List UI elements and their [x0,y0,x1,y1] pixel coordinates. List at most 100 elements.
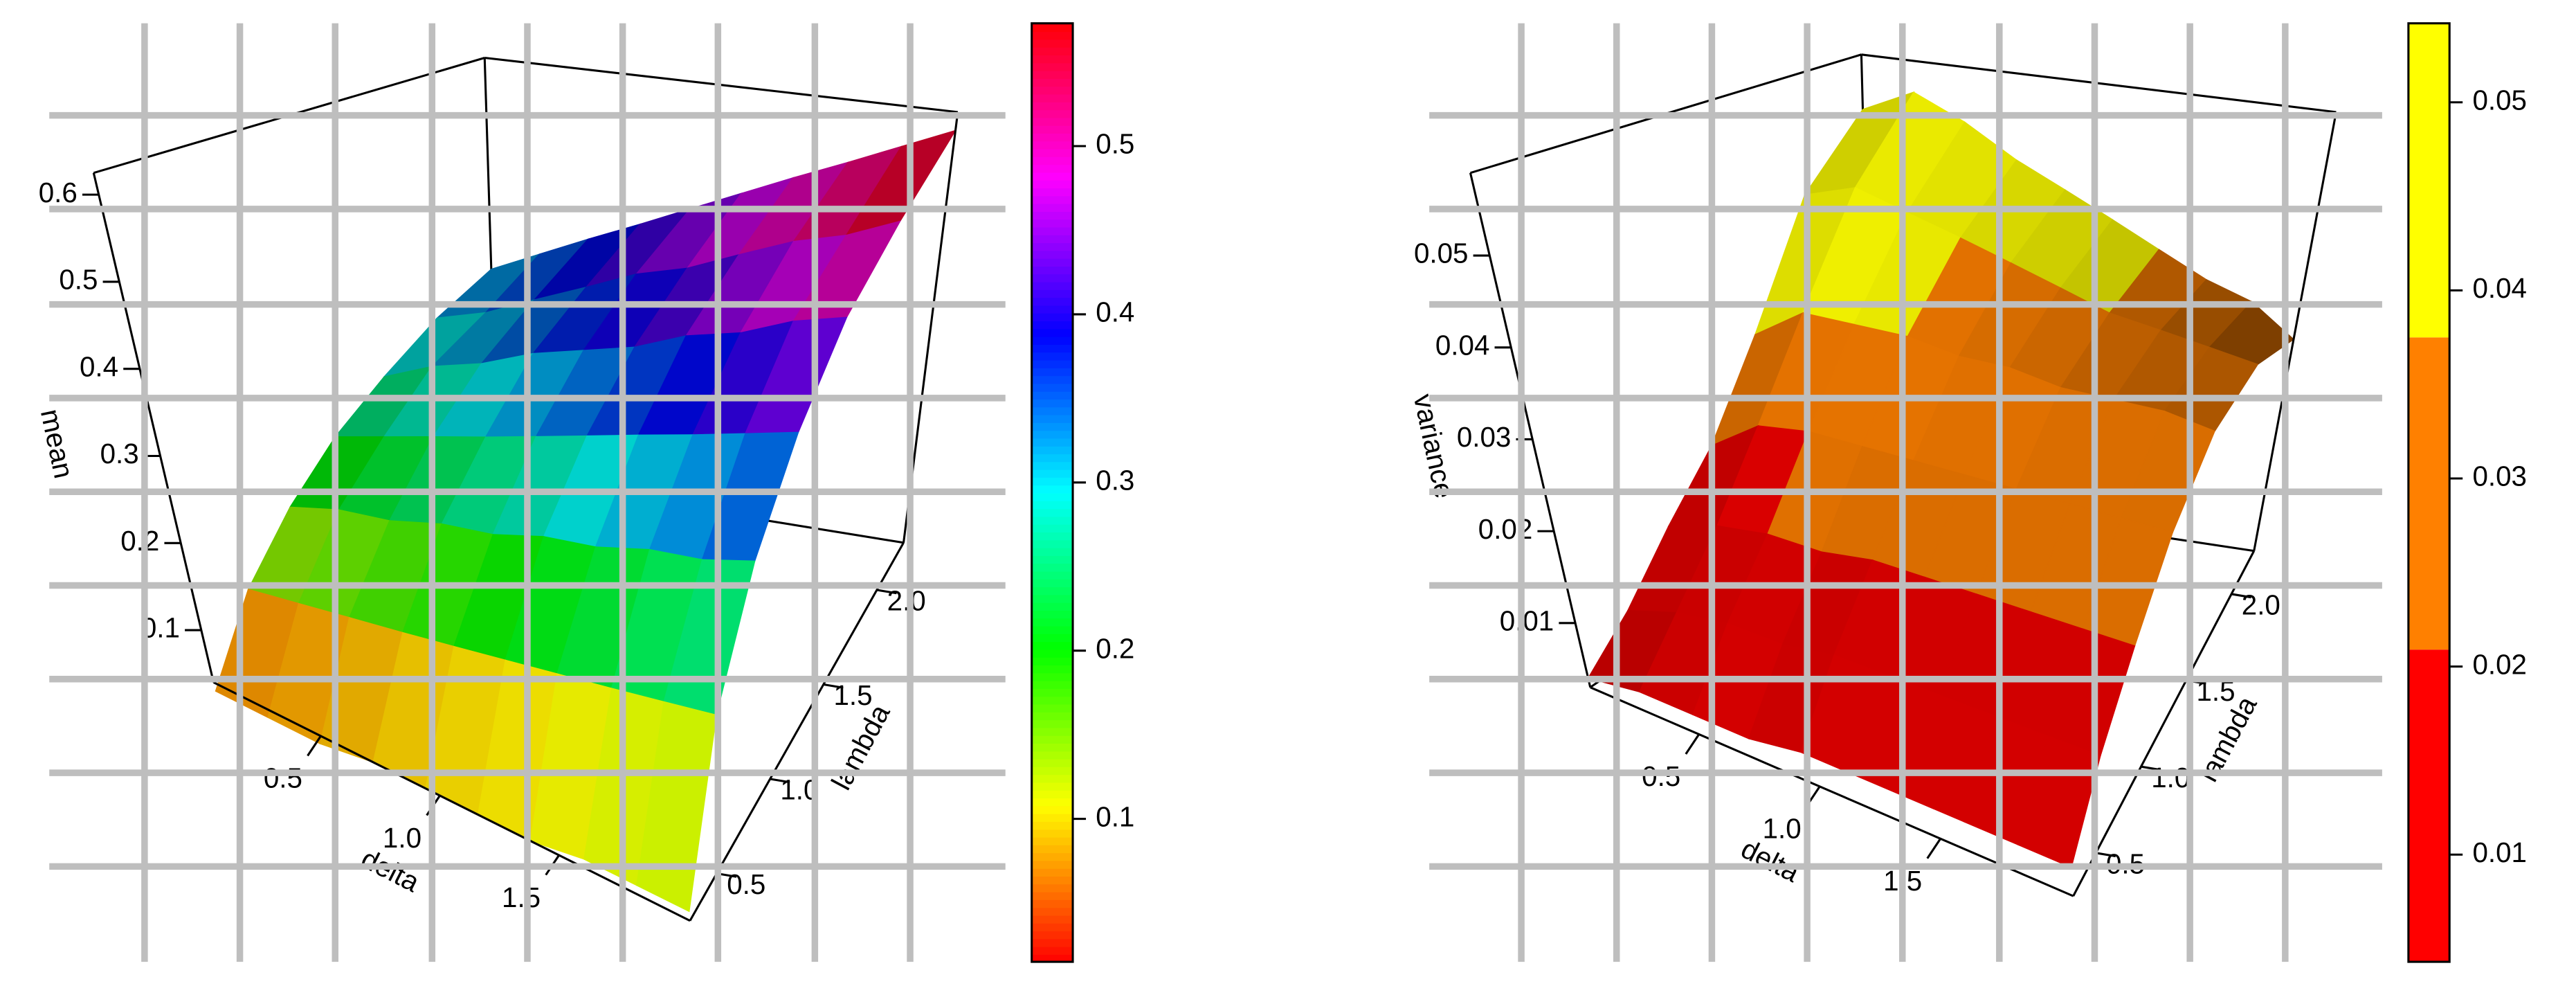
y-tick-label: 1.0 [2151,762,2190,794]
z-tick-label: 0.4 [80,350,118,382]
colorbar-segment [1031,500,1073,510]
colorbar-segment [2408,23,2450,338]
colorbar-segment [1031,117,1073,126]
colorbar-segment [1031,915,1073,924]
colorbar-segment [1031,258,1073,267]
colorbar-segment [1031,609,1073,619]
colorbar-segment [1031,156,1073,165]
colorbar-segment [1031,62,1073,71]
colorbar-segment [1031,922,1073,932]
z-tick-label: 0.2 [120,525,159,557]
colorbar-segment [1031,563,1073,572]
colorbar-segment [1031,39,1073,48]
colorbar-segment [1031,946,1073,955]
colorbar-segment [1031,711,1073,721]
colorbar-segment [1031,930,1073,940]
colorbar-segment [1031,586,1073,595]
colorbar-segment [1031,453,1073,463]
y-tick [2096,852,2116,858]
y-tick-label: 1.5 [834,679,873,711]
colorbar-segment [1031,594,1073,603]
y-tick-label: 2.0 [887,585,926,617]
z-axis-title: variance [1408,391,1461,501]
colorbar-segment [1031,46,1073,56]
box-edge [1469,172,1592,688]
colorbar-segment [1031,250,1073,259]
z-tick-label: 0.5 [59,264,98,296]
colorbar-segment [1031,531,1073,541]
colorbar-segment [1031,461,1073,470]
colorbar-segment [1031,383,1073,392]
z-tick-label: 0.05 [1414,237,1469,269]
colorbar-segment [1031,664,1073,674]
colorbar-tick-label: 0.1 [1096,800,1134,832]
colorbar-segment [1031,70,1073,79]
colorbar-segment [1031,821,1073,830]
colorbar-segment [1031,751,1073,760]
colorbar-segment [1031,336,1073,345]
x-tick-label: 1.0 [383,822,421,854]
colorbar-segment [1031,719,1073,728]
z-tick-label: 0.01 [1500,604,1554,636]
colorbar-segment [1031,179,1073,189]
colorbar-segment [1031,875,1073,885]
colorbar-segment [1031,93,1073,102]
colorbar-segment [1031,672,1073,681]
colorbar-tick-label: 0.05 [2472,84,2527,116]
colorbar-segment [1031,226,1073,235]
colorbar-segment [1031,476,1073,486]
colorbar-segment [1031,625,1073,634]
colorbar-segment [1031,953,1073,963]
colorbar-segment [1031,265,1073,275]
colorbar-segment [2408,337,2450,650]
colorbar-segment [1031,836,1073,845]
colorbar-frame [2407,22,2451,963]
colorbar-segment [1031,438,1073,447]
x-tick [1926,838,1942,859]
colorbar-tick-label: 0.03 [2472,460,2527,492]
box-edge [2253,111,2337,551]
z-tick-label: 0.04 [1435,329,1490,361]
colorbar-segment [1031,328,1073,337]
colorbar-segment [1031,782,1073,791]
colorbar-segment [1031,125,1073,134]
colorbar-segment [1031,852,1073,861]
colorbar-segment [1031,289,1073,298]
colorbar-segment [1031,789,1073,799]
colorbar-segment [1031,352,1073,361]
colorbar-segment [1031,359,1073,368]
box-edge [92,172,215,683]
z-tick-label: 0.6 [39,177,78,208]
colorbar-segment [1031,469,1073,478]
y-tick [770,778,790,784]
z-tick-label: 0.03 [1457,421,1512,453]
colorbar-segment [1031,148,1073,157]
colorbar-tick-label: 0.2 [1096,632,1134,664]
colorbar-segment [1031,523,1073,533]
colorbar-segment [1031,54,1073,64]
x-tick [1685,733,1700,755]
colorbar-segment [1031,398,1073,408]
x-tick-label: 1.0 [1763,813,1802,845]
colorbar-segment [1031,884,1073,893]
colorbar-segment [1031,343,1073,353]
colorbar-segment [1031,805,1073,814]
colorbar-segment [1031,367,1073,377]
colorbar-segment [1031,30,1073,40]
colorbar-segment [1031,281,1073,290]
colorbar-segment [1031,742,1073,752]
colorbar-segment [1031,602,1073,611]
colorbar-segment [1031,773,1073,783]
colorbar-tick-label: 0.04 [2472,272,2527,304]
colorbar-tick-label: 0.5 [1096,128,1134,160]
colorbar-segment [1031,391,1073,400]
y-tick-label: 2.0 [2242,589,2280,621]
colorbar-segment [1031,86,1073,95]
colorbar-segment [1031,649,1073,658]
colorbar-segment [1031,109,1073,118]
colorbar-segment [1031,907,1073,916]
x-tick-label: 0.5 [1642,760,1680,792]
colorbar-segment [1031,195,1073,204]
colorbar-segment [1031,101,1073,111]
